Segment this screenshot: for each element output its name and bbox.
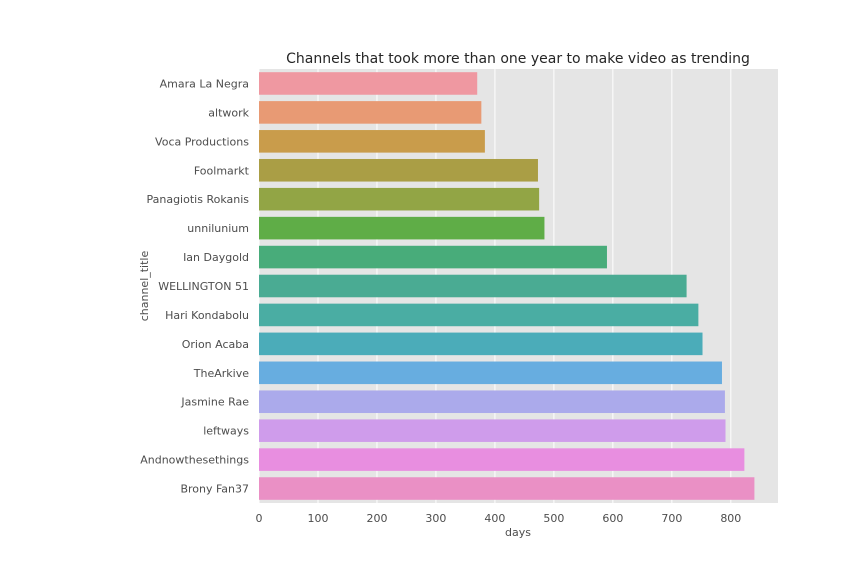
bar: [259, 448, 745, 471]
y-tick-label: Orion Acaba: [182, 338, 249, 351]
bar: [259, 361, 722, 385]
bar: [259, 274, 687, 298]
bar: [259, 390, 725, 414]
x-tick-label: 200: [366, 512, 387, 525]
x-tick-label: 300: [425, 512, 446, 525]
y-tick-label: WELLINGTON 51: [158, 280, 249, 293]
y-tick-label: Hari Kondabolu: [165, 309, 249, 322]
y-tick-label: Andnowthesethings: [140, 454, 249, 467]
chart-title: Channels that took more than one year to…: [286, 51, 750, 67]
bar: [259, 332, 703, 356]
x-tick-label: 800: [720, 512, 741, 525]
bar: [259, 419, 726, 442]
x-axis-label: days: [505, 526, 531, 539]
bar: [259, 303, 699, 327]
y-tick-label: Brony Fan37: [180, 483, 249, 496]
x-tick-label: 700: [661, 512, 682, 525]
bars: [259, 72, 755, 500]
bar: [259, 245, 607, 269]
bar: [259, 187, 540, 211]
bar: [259, 158, 538, 182]
y-tick-label: Jasmine Rae: [180, 396, 249, 409]
y-tick-label: TheArkive: [193, 367, 249, 380]
x-tick-labels: 0 100 200 300 400 500 600 700 800: [256, 512, 742, 525]
x-tick-label: 100: [307, 512, 328, 525]
y-tick-label: Voca Productions: [155, 135, 249, 148]
x-tick-label: 500: [543, 512, 564, 525]
y-tick-label: unnilunium: [187, 222, 249, 235]
bar: [259, 477, 755, 500]
y-tick-label: altwork: [208, 106, 249, 119]
bar: [259, 72, 478, 95]
y-axis-label: channel_title: [138, 251, 151, 322]
y-tick-label: Ian Daygold: [183, 251, 249, 264]
y-tick-label: Panagiotis Rokanis: [146, 193, 249, 206]
bar: [259, 130, 485, 153]
y-tick-label: Amara La Negra: [160, 77, 249, 90]
y-tick-label: Foolmarkt: [194, 164, 250, 177]
x-tick-label: 0: [256, 512, 263, 525]
x-tick-label: 600: [602, 512, 623, 525]
bar: [259, 216, 545, 240]
y-tick-labels: Amara La Negra altwork Voca Productions Foo…: [140, 77, 249, 495]
x-tick-label: 400: [484, 512, 505, 525]
y-tick-label: leftways: [203, 425, 249, 438]
bar: [259, 101, 482, 124]
